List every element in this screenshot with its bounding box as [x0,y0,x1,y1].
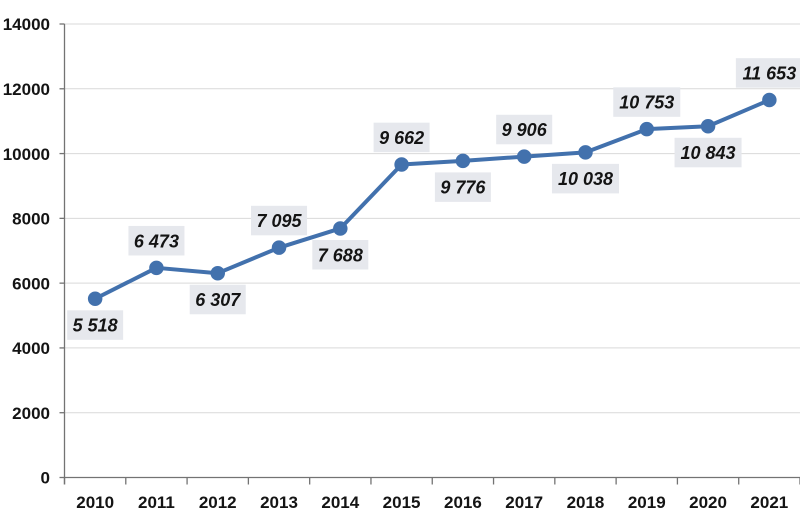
svg-text:7 688: 7 688 [318,245,363,265]
svg-text:2015: 2015 [383,493,421,512]
svg-text:2010: 2010 [76,493,114,512]
svg-text:10 038: 10 038 [558,169,613,189]
svg-text:10 843: 10 843 [681,143,736,163]
svg-text:2021: 2021 [750,493,788,512]
svg-text:10000: 10000 [3,145,50,164]
svg-text:2012: 2012 [199,493,237,512]
svg-text:2013: 2013 [260,493,298,512]
svg-text:6 473: 6 473 [134,231,179,251]
svg-text:2020: 2020 [689,493,727,512]
svg-text:12000: 12000 [3,80,50,99]
svg-text:8000: 8000 [12,210,50,229]
svg-text:10 753: 10 753 [619,93,674,113]
svg-text:6000: 6000 [12,274,50,293]
svg-text:6 307: 6 307 [195,290,241,310]
svg-text:9 776: 9 776 [440,178,486,198]
svg-text:2017: 2017 [505,493,543,512]
svg-text:14000: 14000 [3,15,50,34]
svg-text:4000: 4000 [12,339,50,358]
svg-text:2000: 2000 [12,404,50,423]
svg-text:2011: 2011 [138,493,175,512]
svg-text:5 518: 5 518 [73,316,118,336]
svg-text:0: 0 [41,469,50,488]
svg-text:2016: 2016 [444,493,482,512]
svg-text:9 662: 9 662 [379,128,424,148]
svg-text:7 095: 7 095 [256,211,302,231]
svg-text:11 653: 11 653 [742,64,796,84]
svg-text:2014: 2014 [321,493,359,512]
svg-text:9 906: 9 906 [502,120,548,140]
svg-text:2019: 2019 [628,493,666,512]
svg-text:2018: 2018 [567,493,605,512]
